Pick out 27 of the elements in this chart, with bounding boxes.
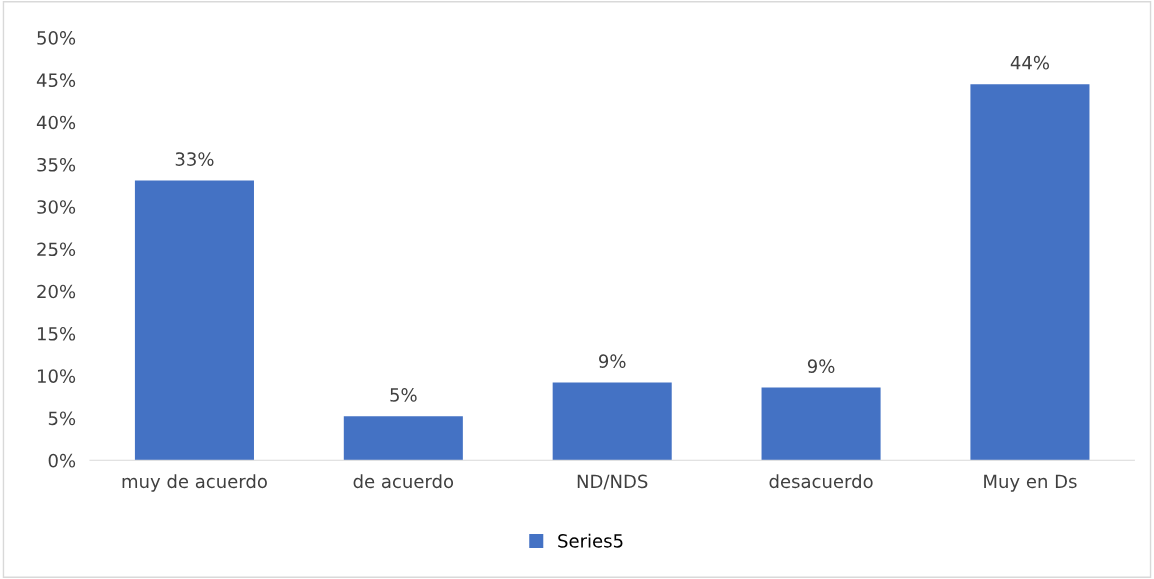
bar <box>761 387 881 461</box>
x-tick-label: muy de acuerdo <box>122 474 267 492</box>
legend-label: Series5 <box>558 533 623 548</box>
y-tick-label: 0% <box>48 453 76 468</box>
bar <box>552 382 672 461</box>
y-tick-label: 25% <box>37 242 76 257</box>
x-tick-label: Muy en Ds <box>984 474 1077 492</box>
y-tick-label: 45% <box>36 73 76 88</box>
y-tick-label: 20% <box>37 284 76 299</box>
x-tick-label: desacuerdo <box>769 474 873 489</box>
bar <box>134 180 254 461</box>
bar <box>343 416 463 461</box>
data-label: 9% <box>807 359 835 373</box>
y-tick-label: 40% <box>36 115 76 130</box>
x-tick-label: ND/NDS <box>577 474 648 490</box>
y-tick-label: 35% <box>37 157 76 172</box>
y-tick-label: 5% <box>48 411 76 426</box>
data-label: 9% <box>599 354 626 368</box>
y-tick-label: 15% <box>37 326 76 341</box>
data-label: 44% <box>1010 55 1050 70</box>
y-tick-label: 50% <box>37 31 76 45</box>
data-label: 33% <box>175 152 214 166</box>
x-tick-label: de acuerdo <box>353 474 454 489</box>
bar <box>970 84 1090 461</box>
y-tick-label: 10% <box>37 369 76 383</box>
data-label: 5% <box>390 388 417 402</box>
y-tick-label: 30% <box>37 200 76 214</box>
